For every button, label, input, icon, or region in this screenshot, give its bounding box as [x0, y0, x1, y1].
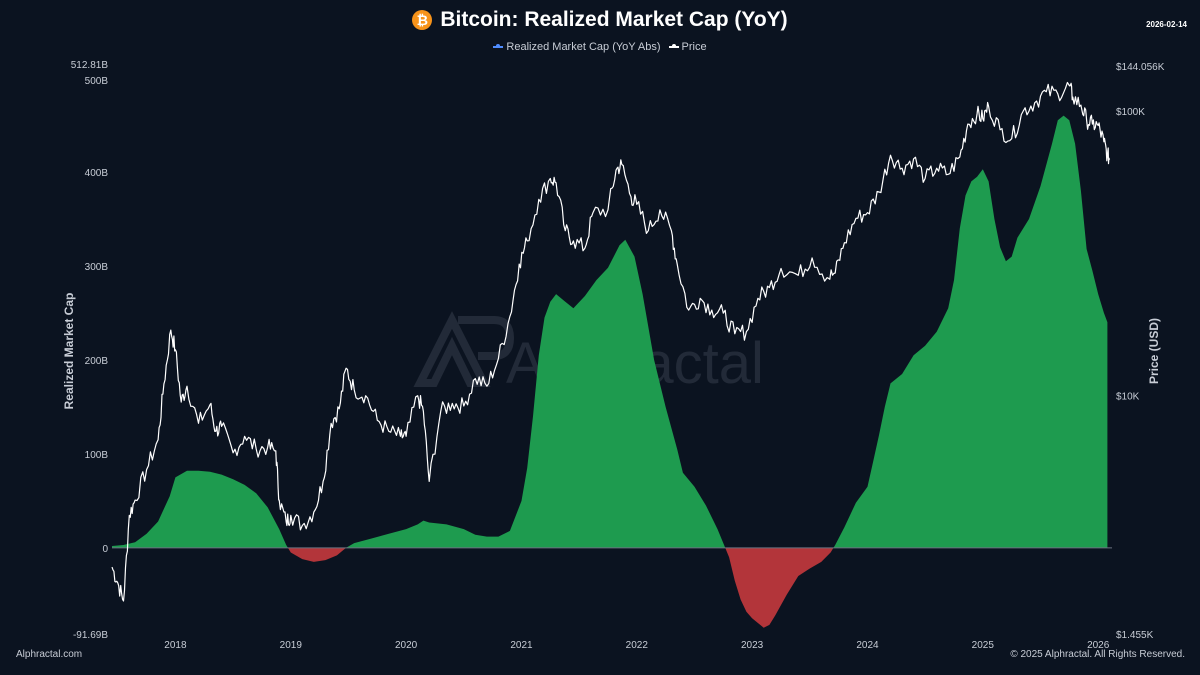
legend-label-realized-cap: Realized Market Cap (YoY Abs)	[506, 41, 661, 53]
y-left-tick-label: 100B	[85, 450, 109, 461]
legend-swatch-realized-cap	[493, 44, 504, 48]
alphractal-logo-icon	[413, 311, 515, 387]
x-tick-label: 2018	[164, 640, 187, 651]
area-negative-segment-3	[725, 547, 834, 628]
x-tick-label: 2024	[856, 640, 879, 651]
y-left-tick-label: 0	[102, 544, 108, 555]
y-left-tick-label: 400B	[85, 168, 109, 179]
x-tick-label: 2023	[741, 640, 764, 651]
legend-label-price: Price	[681, 41, 707, 53]
price-series-line	[111, 81, 1111, 602]
area-positive-segment-0	[112, 470, 288, 548]
y-left-tick-label: 500B	[85, 76, 109, 87]
y-left-tick-label: 300B	[85, 262, 109, 273]
chart-title: Bitcoin: Realized Market Cap (YoY)	[440, 8, 788, 31]
chart-date: 2026-02-14	[1146, 20, 1187, 29]
y-right-tick-label: $100K	[1116, 107, 1145, 118]
x-tick-label: 2021	[510, 640, 533, 651]
y-axis-left-title: Realized Market Cap	[62, 293, 76, 410]
y-left-tick-label: -91.69B	[73, 630, 108, 641]
legend-item-realized-cap[interactable]: Realized Market Cap (YoY Abs)	[493, 41, 661, 53]
x-tick-label: 2020	[395, 640, 418, 651]
area-positive-segment-4	[833, 115, 1108, 548]
chart-legend: Realized Market Cap (YoY Abs) Price	[0, 41, 1200, 53]
x-tick-label: 2026	[1087, 640, 1110, 651]
area-positive-segment-2	[346, 239, 726, 548]
area-negative-segment-1	[287, 547, 347, 562]
legend-swatch-price	[668, 44, 679, 48]
y-left-tick-label: 200B	[85, 356, 109, 367]
x-tick-label: 2025	[972, 640, 995, 651]
y-axis-right-title: Price (USD)	[1147, 318, 1161, 384]
x-tick-label: 2019	[280, 640, 303, 651]
x-tick-label: 2022	[626, 640, 649, 651]
chart-header: ₿ Bitcoin: Realized Market Cap (YoY)	[0, 8, 1200, 32]
y-left-tick-label: 512.81B	[71, 60, 109, 71]
bitcoin-icon: ₿	[412, 10, 433, 30]
y-right-tick-label: $144.056K	[1116, 62, 1165, 73]
footer-site-link[interactable]: Alphractal.com	[16, 649, 83, 660]
legend-item-price[interactable]: Price	[668, 41, 707, 53]
y-right-tick-label: $1.455K	[1116, 630, 1154, 641]
y-right-tick-label: $10K	[1116, 392, 1140, 403]
footer-copyright: © 2025 Alphractal. All Rights Reserved.	[1010, 649, 1185, 660]
